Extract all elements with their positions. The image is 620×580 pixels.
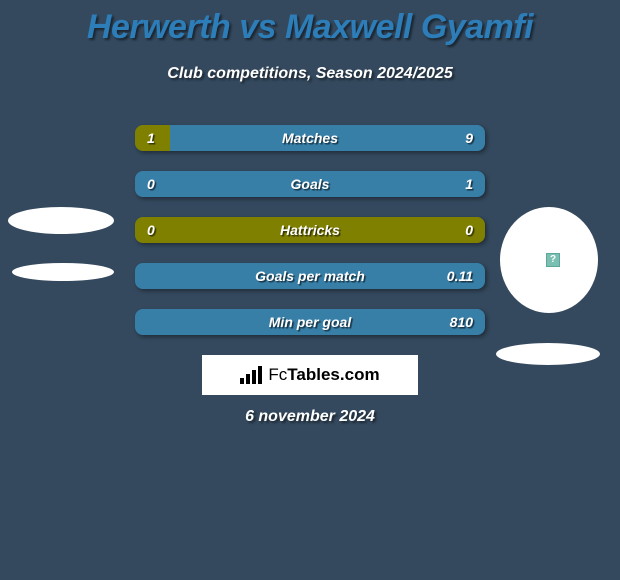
bar-label: Min per goal [135, 309, 485, 335]
date-text: 6 november 2024 [0, 408, 620, 426]
bar-label: Goals [135, 171, 485, 197]
stat-bar-row: 01Goals [135, 171, 485, 197]
logo-box: FcTables.com [202, 355, 418, 395]
avatar-left-shadow [12, 263, 114, 281]
avatar-left-face [8, 207, 114, 234]
stat-bar-row: 19Matches [135, 125, 485, 151]
avatar-right-shadow [496, 343, 600, 365]
page-title: Herwerth vs Maxwell Gyamfi [0, 0, 620, 47]
stat-bar-row: 810Min per goal [135, 309, 485, 335]
avatar-left [8, 207, 114, 281]
logo-text: FcTables.com [268, 365, 379, 385]
avatar-right: ? [500, 207, 600, 365]
logo-text-main: Tables.com [287, 365, 379, 384]
avatar-right-face: ? [500, 207, 598, 313]
subtitle: Club competitions, Season 2024/2025 [0, 65, 620, 83]
stat-bar-row: 0.11Goals per match [135, 263, 485, 289]
image-placeholder-icon: ? [546, 253, 560, 267]
logo-bars-icon [240, 366, 262, 384]
bar-label: Hattricks [135, 217, 485, 243]
stat-bar-row: 00Hattricks [135, 217, 485, 243]
bar-label: Matches [135, 125, 485, 151]
logo-text-prefix: Fc [268, 365, 287, 384]
bar-label: Goals per match [135, 263, 485, 289]
stat-bars: 19Matches 01Goals 00Hattricks 0.11Goals per… [135, 125, 485, 355]
